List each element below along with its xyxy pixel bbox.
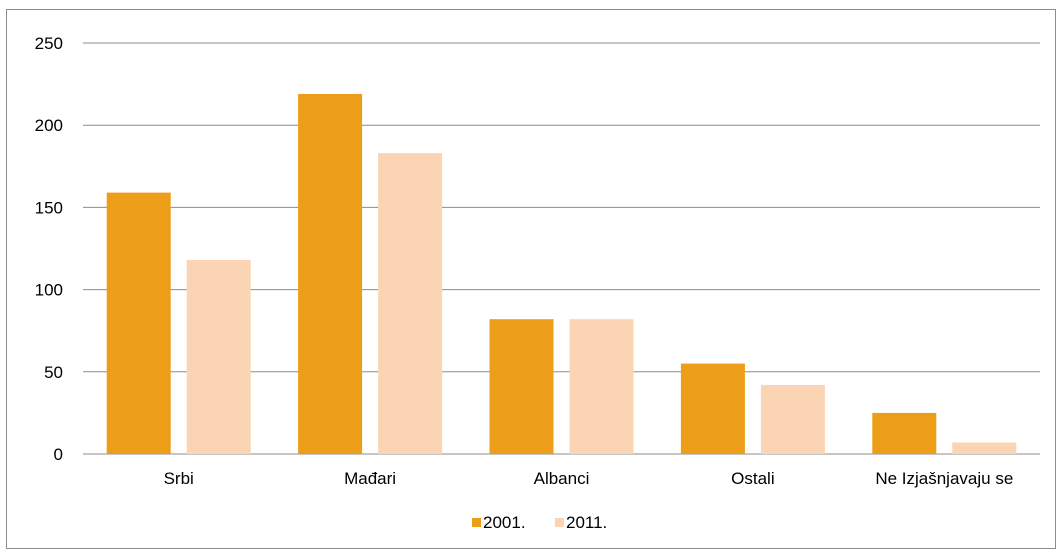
legend-swatch: [555, 518, 564, 527]
x-tick-label: Mađari: [344, 469, 396, 488]
legend-swatch: [472, 518, 481, 527]
y-tick-label: 100: [35, 281, 63, 300]
y-tick-label: 250: [35, 34, 63, 53]
y-tick-label: 50: [44, 363, 63, 382]
x-tick-label: Srbi: [164, 469, 194, 488]
bar-series1: [489, 319, 554, 454]
bar-series2: [378, 153, 443, 454]
y-tick-label: 150: [35, 198, 63, 217]
x-axis-ticks: Srbi Mađari Albanci Ostali Ne Izjašnjavaju s…: [164, 469, 1014, 488]
x-tick-label: Ne Izjašnjavaju se: [875, 469, 1013, 488]
legend-label: 2011.: [566, 513, 607, 532]
legend: 2001. 2011.: [472, 513, 607, 532]
y-axis-ticks: 0 50 100 150 200 250: [35, 34, 63, 464]
bar-series2: [760, 384, 825, 454]
bar-series1: [298, 93, 363, 455]
y-tick-label: 0: [54, 445, 63, 464]
bar-series1: [872, 412, 937, 454]
bars: [106, 93, 1017, 455]
x-tick-label: Albanci: [534, 469, 590, 488]
chart-frame: [6, 9, 1056, 549]
bar-series2: [952, 442, 1017, 454]
bar-series2: [186, 260, 251, 454]
bar-series2: [569, 319, 634, 454]
legend-label: 2001.: [483, 513, 526, 532]
bar-series1: [106, 192, 171, 454]
bar-series1: [680, 363, 745, 454]
y-tick-label: 200: [35, 116, 63, 135]
x-tick-label: Ostali: [731, 469, 774, 488]
